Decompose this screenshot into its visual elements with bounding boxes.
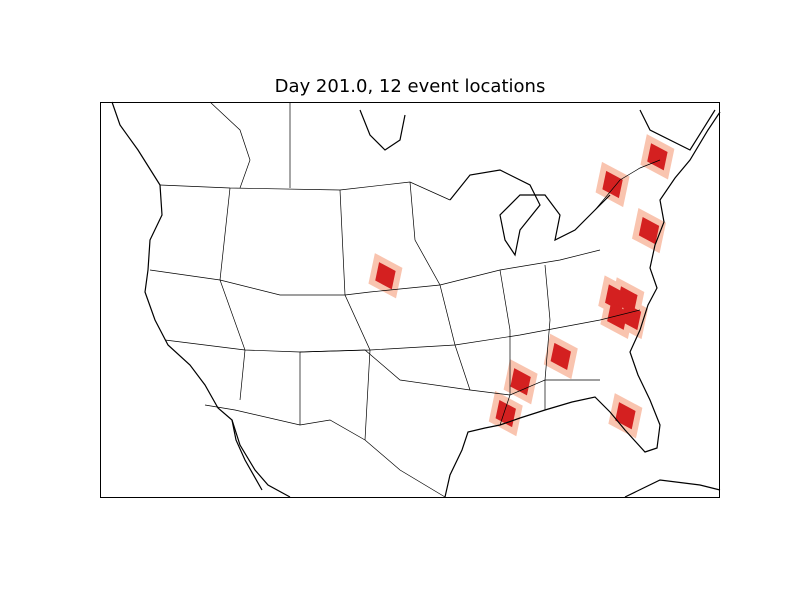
us-canada-border: [159, 181, 451, 201]
pacific-coast: [111, 101, 291, 498]
state-lines-h1: [149, 249, 601, 296]
event-marker: [375, 262, 396, 290]
baja-coast: [231, 419, 263, 491]
us-canada-border-east: [594, 159, 661, 211]
map-title: Day 201.0, 12 event locations: [274, 76, 546, 97]
great-lakes-outline: [449, 169, 611, 257]
event-marker: [495, 399, 516, 428]
state-lines-v2: [339, 189, 371, 441]
us-mexico-border: [204, 404, 446, 498]
event-marker: [602, 170, 623, 199]
event-marker: [615, 402, 636, 430]
event-marker: [617, 286, 638, 314]
event-marker: [620, 302, 642, 331]
state-lines-v1: [219, 187, 246, 401]
event-marker: [647, 143, 668, 171]
event-marker: [550, 342, 571, 371]
coastline: [111, 101, 721, 498]
state-lines-h2: [164, 309, 641, 353]
state-lines-v3: [409, 181, 471, 391]
hudson-bay-coast: [359, 109, 406, 151]
map-frame: [100, 102, 720, 498]
borders: [149, 101, 661, 498]
event-cores: [375, 143, 668, 430]
gulf-coast: [444, 111, 721, 498]
gulf-st-lawrence-coast: [639, 109, 716, 151]
bottom-right-coast: [624, 479, 721, 498]
event-marker: [638, 217, 660, 245]
state-lines-v5: [544, 264, 551, 410]
event-halos: [368, 134, 675, 439]
state-lines-v4: [499, 269, 511, 426]
state-lines-v6: [209, 101, 251, 189]
event-marker: [607, 302, 628, 330]
state-lines-h3: [299, 349, 600, 425]
